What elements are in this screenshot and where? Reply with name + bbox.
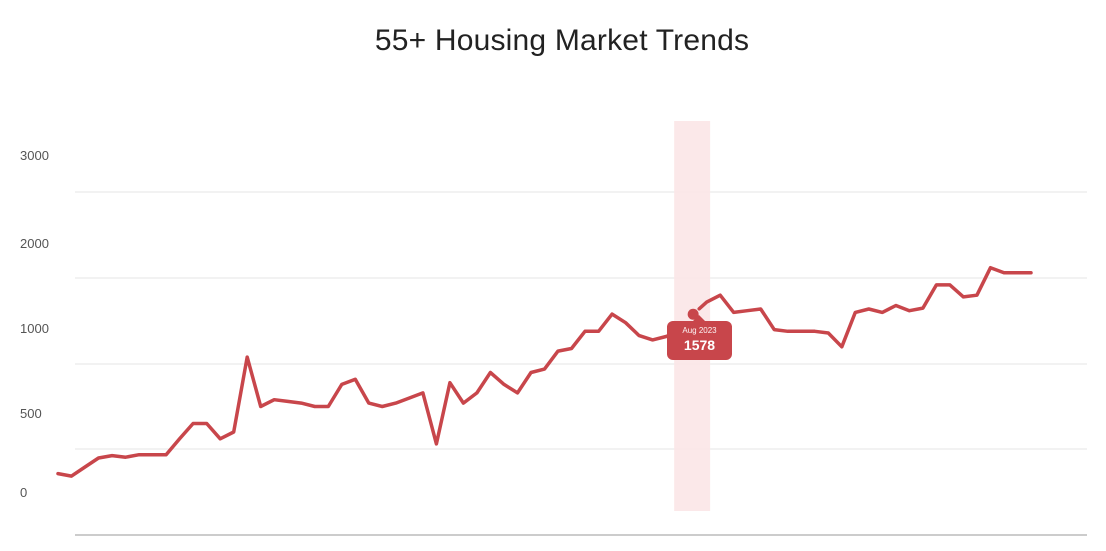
y-tick-label: 3000 xyxy=(20,148,49,163)
grid-lines xyxy=(75,191,1087,450)
y-tick-label: 2000 xyxy=(20,236,49,251)
y-tick-label: 0 xyxy=(20,485,27,500)
value-tooltip: Aug 2023 1578 xyxy=(667,315,732,360)
chart-title: 55+ Housing Market Trends xyxy=(374,24,750,57)
tooltip-date: Aug 2023 xyxy=(682,326,717,335)
y-axis-ticks: 3000 2000 1000 500 0 xyxy=(20,148,49,500)
y-tick-label: 500 xyxy=(20,406,42,421)
series-line-after xyxy=(697,265,1033,349)
series-layer xyxy=(56,265,1033,478)
y-tick-label: 1000 xyxy=(20,321,49,336)
tooltip-value: 1578 xyxy=(683,337,716,353)
series-line-before xyxy=(56,312,688,478)
